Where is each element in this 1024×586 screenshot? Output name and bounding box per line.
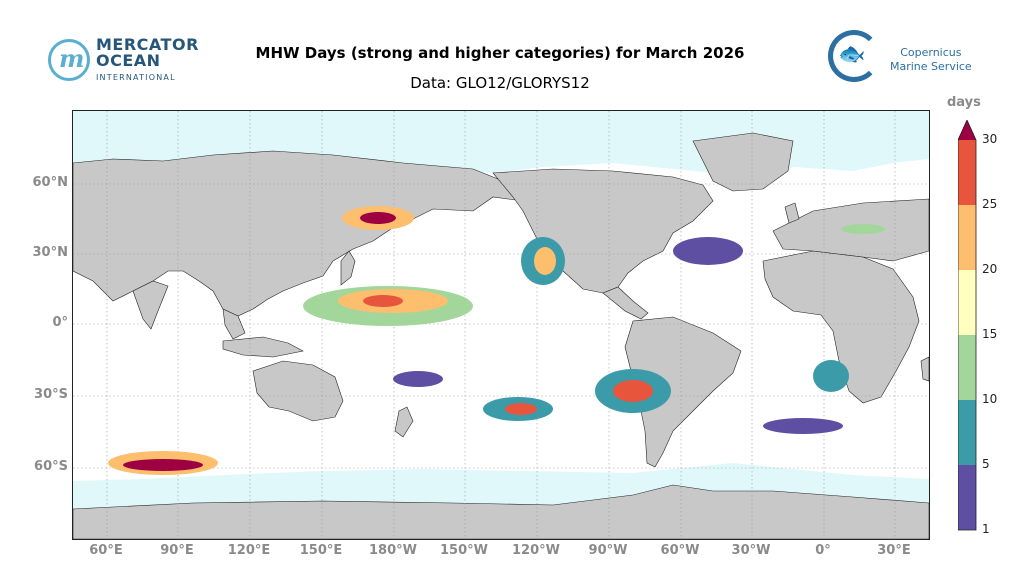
hotspot-western-atlantic (673, 237, 743, 265)
lon-tick-label: 30°W (731, 543, 771, 558)
mercator-logo-name: MERCATOR OCEAN (96, 35, 199, 70)
fish-icon: 🐟 (838, 42, 866, 67)
lon-tick-label: 30°E (877, 543, 911, 558)
hotspot-mediterranean (841, 224, 885, 234)
madagascar (920, 356, 929, 382)
colorbar-segment (958, 205, 976, 270)
mercator-ocean-logo: m MERCATOR OCEAN INTERNATIONAL (48, 36, 208, 86)
british-isles (784, 202, 800, 224)
colorbar-label: days (947, 95, 981, 110)
hotspot-south-indian-atlantic (813, 360, 849, 392)
lon-tick-label: 90°E (160, 543, 194, 558)
colorbar-tick-label: 5 (982, 457, 990, 471)
lat-tick-label: 60°N (32, 175, 68, 190)
africa (762, 250, 920, 404)
hotspot-tasman (393, 371, 443, 387)
colorbar-segment (958, 465, 976, 530)
lon-tick-label: 60°W (660, 543, 700, 558)
lon-tick-label: 150°E (299, 543, 343, 558)
lat-tick-label: 30°S (34, 387, 68, 402)
colorbar-extend-triangle (958, 120, 976, 140)
hotspot-south-pacific-core (505, 403, 537, 415)
colorbar (957, 119, 978, 534)
world-map (72, 110, 930, 540)
copernicus-logo-text: Copernicus Marine Service (890, 46, 972, 73)
lat-tick-label: 30°N (32, 245, 68, 260)
colorbar-tick-label: 25 (982, 197, 998, 211)
colorbar-segment (958, 400, 976, 465)
colorbar-tick-label: 10 (982, 392, 998, 406)
lat-tick-label: 60°S (34, 459, 68, 474)
lon-tick-label: 180°W (369, 543, 417, 558)
hotspot-south-atlantic-east (763, 418, 843, 434)
mhw-hotspots (108, 206, 885, 475)
australia (252, 360, 344, 422)
chart-subtitle: Data: GLO12/GLORYS12 (410, 74, 590, 92)
hotspot-north-pacific-west-core (360, 212, 396, 224)
land (73, 132, 929, 539)
colorbar-tick-label: 15 (982, 327, 998, 341)
colorbar-segment (958, 140, 976, 205)
greenland (692, 132, 794, 192)
eurasia (73, 150, 524, 317)
hotspot-southern-indian-core (123, 459, 203, 471)
lon-tick-label: 120°W (512, 543, 560, 558)
copernicus-arc (828, 30, 880, 82)
hotspot-south-atlantic-core (613, 380, 653, 402)
mercator-logo-mark: m (48, 39, 90, 81)
lon-tick-label: 0° (815, 543, 831, 558)
lon-tick-label: 150°W (440, 543, 488, 558)
india (132, 280, 169, 330)
chart-title: MHW Days (strong and higher categories) … (255, 44, 745, 62)
lat-tick-label: 0° (52, 315, 68, 330)
colorbar-outline (957, 119, 977, 531)
colorbar-segment (958, 335, 976, 400)
central-america (602, 286, 649, 320)
colorbar-segment (958, 270, 976, 335)
hotspot-equatorial-pacific-core (363, 295, 403, 307)
new-zealand (394, 406, 414, 438)
mercator-logo-sub: INTERNATIONAL (96, 73, 176, 82)
hotspot-california-core (534, 247, 556, 275)
lon-tick-label: 120°E (227, 543, 271, 558)
antarctica (73, 484, 929, 539)
graticule (73, 111, 929, 539)
colorbar-tick-label: 30 (982, 132, 998, 146)
map-canvas (73, 111, 929, 539)
borneo-indonesia (222, 336, 304, 358)
lon-tick-label: 60°E (89, 543, 123, 558)
north-america (492, 168, 714, 294)
japan (340, 250, 356, 286)
copernicus-marine-logo: 🐟 Copernicus Marine Service (828, 28, 988, 86)
colorbar-tick-label: 1 (982, 522, 990, 536)
colorbar-tick-label: 20 (982, 262, 998, 276)
lon-tick-label: 90°W (588, 543, 628, 558)
